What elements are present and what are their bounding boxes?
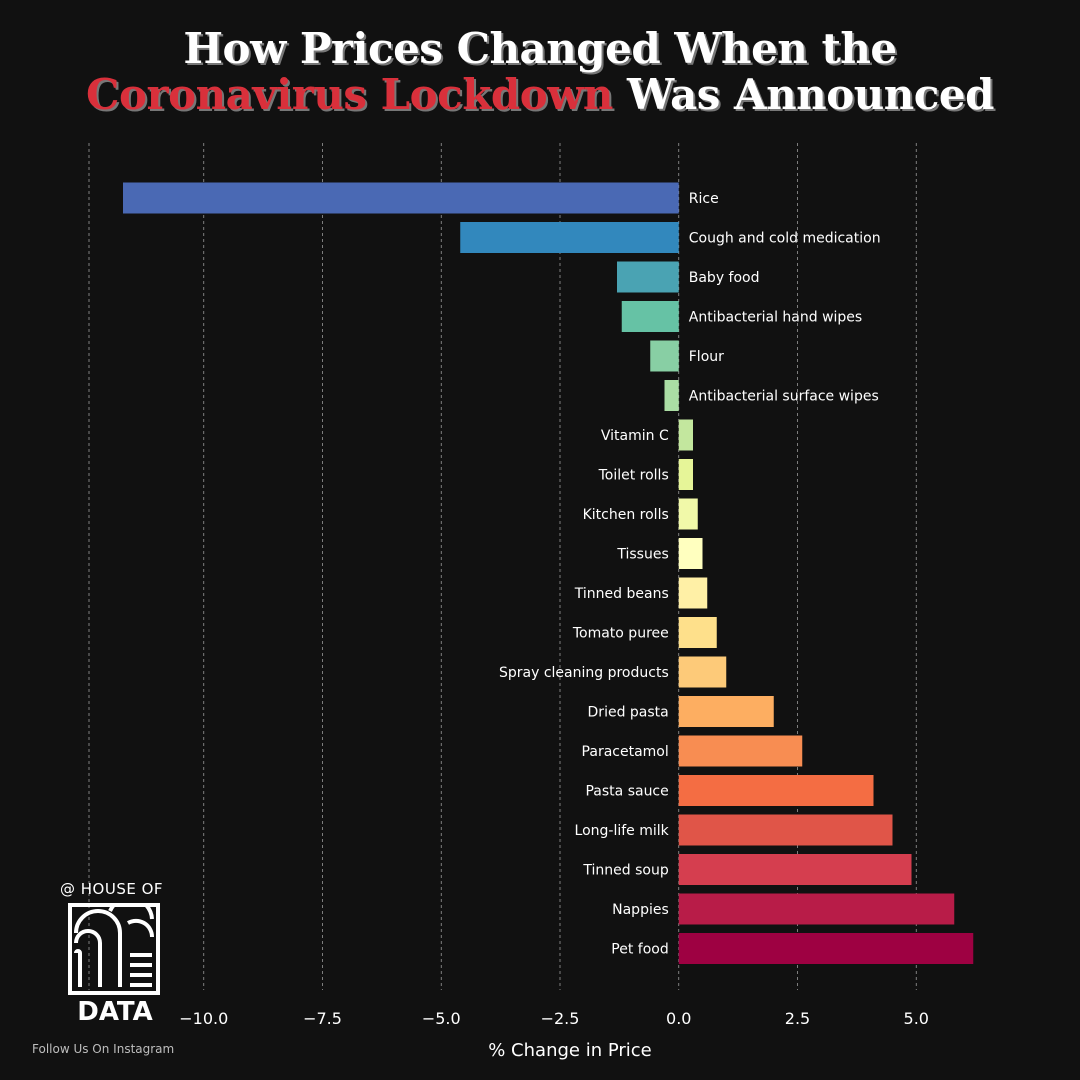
x-tick-label: −5.0	[422, 1009, 461, 1028]
category-label: Paracetamol	[582, 744, 669, 760]
bar	[678, 498, 698, 530]
bar	[678, 893, 955, 925]
x-tick-label: −7.5	[303, 1009, 342, 1028]
x-tick-label: 5.0	[904, 1009, 929, 1028]
x-axis-label: % Change in Price	[488, 1040, 652, 1061]
category-label: Long-life milk	[575, 823, 670, 839]
bar	[123, 182, 679, 214]
category-label: Toilet rolls	[598, 468, 669, 484]
category-labels: Rice Cough and cold medication Baby food An…	[499, 191, 881, 958]
x-tick-label: 0.0	[666, 1009, 691, 1028]
follow-instagram-text: Follow Us On Instagram	[32, 1042, 175, 1056]
x-tick-label: 2.5	[785, 1009, 810, 1028]
x-tick-label: −2.5	[541, 1009, 580, 1028]
x-tick-label: −10.0	[179, 1009, 228, 1028]
bar	[617, 261, 679, 293]
category-label: Tinned soup	[582, 863, 668, 879]
bar	[664, 380, 679, 411]
category-label: Spray cleaning products	[499, 665, 669, 681]
bar	[678, 854, 912, 885]
chart-title-line-2: Coronavirus Lockdown Was Announced	[0, 70, 1080, 119]
house-of-data-logo: @ HOUSE OF DATA	[60, 880, 170, 1027]
category-label: Dried pasta	[588, 705, 669, 721]
bar	[678, 735, 803, 767]
bars	[123, 182, 974, 964]
category-label: Flour	[689, 349, 724, 365]
logo-top-text: @ HOUSE OF	[60, 880, 164, 898]
category-label: Rice	[689, 191, 719, 207]
category-label: Tomato puree	[572, 626, 669, 642]
bar	[678, 656, 727, 688]
x-axis-ticks: −10.0 −7.5 −5.0 −2.5 0.0 2.5 5.0	[179, 1009, 929, 1028]
category-label: Tissues	[616, 547, 668, 563]
logo-mark-icon	[68, 903, 160, 995]
category-label: Vitamin C	[601, 428, 669, 444]
category-label: Tinned beans	[574, 586, 669, 602]
category-label: Antibacterial hand wipes	[689, 310, 862, 326]
bar	[678, 617, 717, 648]
bar	[678, 459, 693, 490]
category-label: Cough and cold medication	[689, 231, 881, 247]
category-label: Antibacterial surface wipes	[689, 389, 879, 405]
category-label: Pet food	[611, 942, 668, 958]
chart-title-rest: Was Announced	[612, 70, 994, 119]
bar	[650, 340, 679, 372]
bar	[460, 222, 679, 253]
category-label: Nappies	[612, 902, 669, 918]
bar	[678, 775, 874, 806]
logo-bottom-text: DATA	[77, 997, 153, 1027]
bar	[678, 577, 708, 609]
bar	[678, 814, 893, 846]
bar	[678, 933, 974, 964]
bar	[678, 538, 703, 569]
chart-title-line-1: How Prices Changed When the	[183, 24, 897, 73]
chart-title-highlight: Coronavirus Lockdown	[86, 70, 613, 119]
bar	[678, 419, 693, 451]
category-label: Pasta sauce	[585, 784, 668, 800]
bar	[678, 696, 774, 727]
category-label: Kitchen rolls	[583, 507, 669, 523]
bar	[621, 301, 679, 332]
category-label: Baby food	[689, 270, 760, 286]
